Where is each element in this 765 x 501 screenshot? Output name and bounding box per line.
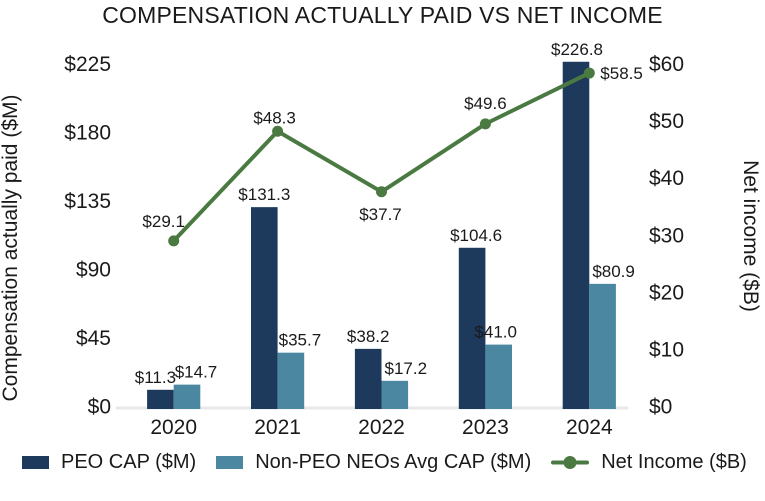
legend-item-peo-cap: PEO CAP ($M) [22,451,196,474]
x-axis-category-label: 2022 [358,416,405,439]
right-axis-tick-label: $0 [649,396,672,419]
peo-cap-bar [354,348,382,409]
legend: PEO CAP ($M) Non-PEO NEOs Avg CAP ($M) N… [22,451,747,474]
non-peo-cap-bar [589,283,616,409]
legend-label-peo-cap: PEO CAP ($M) [61,451,197,473]
bar-value-label: $38.2 [347,327,390,346]
bar-value-label: $11.3 [135,368,176,387]
legend-item-net-income: Net Income ($B) [551,451,747,474]
bar-value-label: $41.0 [474,323,517,342]
net-income-value-label: $37.7 [359,205,402,224]
peo-cap-bar [251,207,278,409]
net-income-point [272,125,284,137]
right-axis-tick-label: $30 [649,224,684,247]
net-income-point [168,235,180,247]
bar-value-label: $35.7 [279,331,322,350]
net-income-point [479,118,491,130]
x-axis-category-label: 2023 [462,416,509,439]
net-income-value-label: $58.5 [600,64,643,83]
chart-title: COMPENSATION ACTUALLY PAID VS NET INCOME [102,2,663,28]
right-axis-tick-label: $10 [649,338,684,361]
left-axis-tick-label: $90 [76,259,111,282]
net-income-point [583,67,595,79]
net-income-value-label: $49.6 [464,94,507,113]
peo-cap-bar [147,389,174,409]
left-axis-tick-label: $180 [64,122,111,145]
right-axis-tick-label: $40 [649,167,684,190]
non-peo-cap-swatch-icon [216,456,244,469]
x-axis-category-label: 2024 [566,416,613,439]
net-income-point [376,186,387,198]
bar-value-label: $104.6 [450,226,502,245]
right-axis-tick-label: $60 [649,53,684,76]
peo-cap-bar [562,61,590,409]
bar-value-label: $80.9 [592,262,635,281]
bar-value-label: $14.7 [175,363,218,382]
right-axis-tick-label: $20 [649,281,684,304]
left-axis-tick-label: $135 [64,190,111,213]
x-axis-category-label: 2021 [254,416,301,439]
non-peo-cap-bar [277,352,305,409]
net-income-value-label: $29.1 [142,212,185,231]
left-axis-tick-label: $0 [88,396,111,419]
left-axis-tick-label: $225 [64,53,111,76]
x-axis-category-label: 2020 [150,416,197,439]
net-income-value-label: $48.3 [253,108,296,127]
bar-value-label: $226.8 [551,40,603,59]
left-axis-tick-label: $45 [76,327,111,350]
non-peo-cap-bar [173,384,201,409]
bar-value-label: $131.3 [238,185,290,204]
legend-item-non-peo-cap: Non-PEO NEOs Avg CAP ($M) [216,451,531,474]
bar-value-label: $17.2 [385,359,428,378]
legend-label-net-income: Net Income ($B) [601,451,747,473]
plot-area: $0 $45 $90 $135 $180 $225 $0 $10 $20 $30 $40 $50 $60… [64,40,684,439]
legend-label-non-peo-cap: Non-PEO NEOs Avg CAP ($M) [255,451,532,473]
peo-cap-swatch-icon [22,456,49,469]
peo-cap-bar [458,247,486,409]
non-peo-cap-bar [381,380,409,409]
non-peo-cap-bar [485,344,512,409]
net-income-line-marker-icon [551,455,590,470]
right-axis-tick-label: $50 [649,110,684,133]
